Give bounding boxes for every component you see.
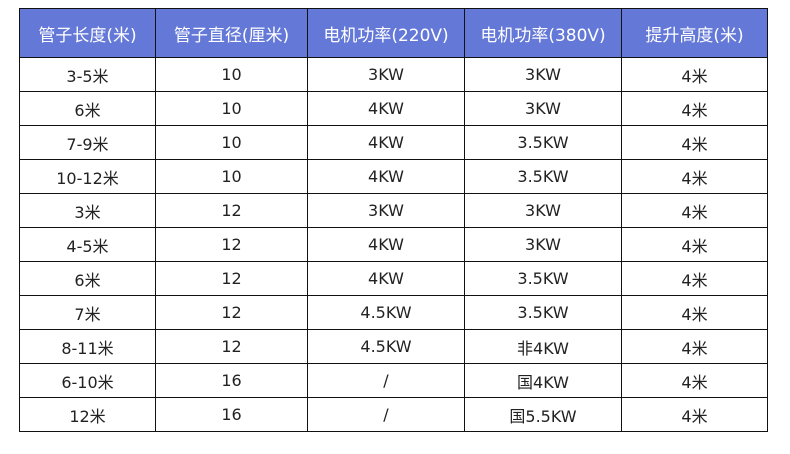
table-cell: 4-5米 xyxy=(19,227,156,262)
table-row: 10-12米 10 4KW 3.5KW 4米 xyxy=(19,159,768,194)
table-row: 7-9米 10 4KW 3.5KW 4米 xyxy=(19,125,768,160)
table-cell: 国4KW xyxy=(464,363,622,398)
table-cell: 4KW xyxy=(307,261,465,296)
table-cell: 12 xyxy=(155,329,308,364)
column-header: 电机功率(380V) xyxy=(464,8,622,58)
table-cell: / xyxy=(307,363,465,398)
table-cell: 6米 xyxy=(19,261,156,296)
table-cell: 3KW xyxy=(307,193,465,228)
table-cell: 4KW xyxy=(307,91,465,126)
table-cell: 4.5KW xyxy=(307,295,465,330)
table-cell: 4米 xyxy=(621,227,768,262)
table-cell: 4米 xyxy=(621,397,768,432)
table-cell: 4米 xyxy=(621,125,768,160)
table-row: 6米 10 4KW 3KW 4米 xyxy=(19,91,768,126)
table-cell: 10 xyxy=(155,159,308,194)
table-cell: 国5.5KW xyxy=(464,397,622,432)
table-cell: 4.5KW xyxy=(307,329,465,364)
table-row: 7米 12 4.5KW 3.5KW 4米 xyxy=(19,295,768,330)
table-cell: 3.5KW xyxy=(464,125,622,160)
table-cell: 12米 xyxy=(19,397,156,432)
table-cell: / xyxy=(307,397,465,432)
table-cell: 4米 xyxy=(621,295,768,330)
table-cell: 3-5米 xyxy=(19,57,156,92)
column-header: 管子直径(厘米) xyxy=(155,8,308,58)
table-cell: 16 xyxy=(155,397,308,432)
table-cell: 10-12米 xyxy=(19,159,156,194)
table-cell: 3.5KW xyxy=(464,159,622,194)
table-cell: 4米 xyxy=(621,57,768,92)
pump-spec-table: 管子长度(米) 管子直径(厘米) 电机功率(220V) 电机功率(380V) 提升高度(… xyxy=(19,8,768,432)
table-cell: 4KW xyxy=(307,159,465,194)
column-header: 管子长度(米) xyxy=(19,8,156,58)
table-cell: 3KW xyxy=(464,193,622,228)
table-row: 8-11米 12 4.5KW 非4KW 4米 xyxy=(19,329,768,364)
table-cell: 12 xyxy=(155,261,308,296)
table-cell: 6-10米 xyxy=(19,363,156,398)
table-cell: 4米 xyxy=(621,91,768,126)
table-cell: 16 xyxy=(155,363,308,398)
table-cell: 3.5KW xyxy=(464,261,622,296)
table-row: 6米 12 4KW 3.5KW 4米 xyxy=(19,261,768,296)
table-cell: 4KW xyxy=(307,125,465,160)
table-cell: 3KW xyxy=(464,91,622,126)
table-cell: 7-9米 xyxy=(19,125,156,160)
table-cell: 4KW xyxy=(307,227,465,262)
table-cell: 3米 xyxy=(19,193,156,228)
table-cell: 12 xyxy=(155,295,308,330)
table-cell: 8-11米 xyxy=(19,329,156,364)
table-row: 12米 16/国5.5KW 4米 xyxy=(19,397,768,432)
table-cell: 6米 xyxy=(19,91,156,126)
table-cell: 7米 xyxy=(19,295,156,330)
column-header: 提升高度(米) xyxy=(621,8,768,58)
table-cell: 4米 xyxy=(621,329,768,364)
table-cell: 10 xyxy=(155,91,308,126)
table-cell: 4米 xyxy=(621,193,768,228)
table-cell: 3.5KW xyxy=(464,295,622,330)
table-cell: 3KW xyxy=(464,57,622,92)
table-cell: 4米 xyxy=(621,159,768,194)
table-row: 4-5米 12 4KW 3KW 4米 xyxy=(19,227,768,262)
table-row: 3-5米 10 3KW 3KW 4米 xyxy=(19,57,768,92)
column-header: 电机功率(220V) xyxy=(307,8,465,58)
table-cell: 12 xyxy=(155,227,308,262)
table-cell: 10 xyxy=(155,57,308,92)
table-cell: 3KW xyxy=(464,227,622,262)
table-row: 6-10米 16/国4KW 4米 xyxy=(19,363,768,398)
table-row: 3米 12 3KW 3KW 4米 xyxy=(19,193,768,228)
table-cell: 非4KW xyxy=(464,329,622,364)
table-cell: 10 xyxy=(155,125,308,160)
table-cell: 4米 xyxy=(621,363,768,398)
table-cell: 3KW xyxy=(307,57,465,92)
table-cell: 12 xyxy=(155,193,308,228)
table-cell: 4米 xyxy=(621,261,768,296)
header-row: 管子长度(米) 管子直径(厘米) 电机功率(220V) 电机功率(380V) 提升高度(… xyxy=(19,8,768,58)
